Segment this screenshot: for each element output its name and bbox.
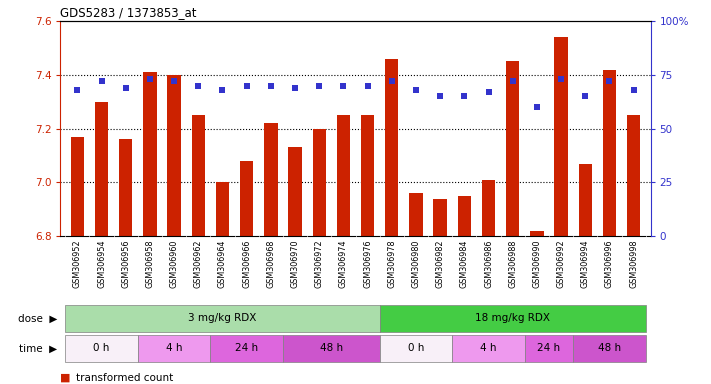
Text: GSM306968: GSM306968 xyxy=(267,240,275,288)
Point xyxy=(531,104,542,110)
Text: 4 h: 4 h xyxy=(480,343,497,353)
Text: GSM306960: GSM306960 xyxy=(170,240,178,288)
Bar xyxy=(380,335,452,362)
Text: 24 h: 24 h xyxy=(538,343,560,353)
Text: 48 h: 48 h xyxy=(598,343,621,353)
Text: 3 mg/kg RDX: 3 mg/kg RDX xyxy=(188,313,257,323)
Bar xyxy=(482,180,495,236)
Bar xyxy=(119,139,132,236)
Bar xyxy=(168,75,181,236)
Bar xyxy=(555,37,567,236)
Bar xyxy=(603,70,616,236)
Text: GSM306992: GSM306992 xyxy=(557,240,565,288)
Text: GSM306976: GSM306976 xyxy=(363,240,372,288)
Text: GSM306994: GSM306994 xyxy=(581,240,589,288)
Point xyxy=(96,78,107,84)
Point xyxy=(338,83,349,89)
Point xyxy=(459,93,470,99)
Point xyxy=(555,76,567,82)
Point xyxy=(386,78,397,84)
Bar xyxy=(216,182,229,236)
Bar xyxy=(144,72,156,236)
Bar xyxy=(452,335,525,362)
Text: GSM306972: GSM306972 xyxy=(315,240,324,288)
Point xyxy=(314,83,325,89)
Bar xyxy=(95,102,108,236)
Text: 18 mg/kg RDX: 18 mg/kg RDX xyxy=(475,313,550,323)
Text: GSM306998: GSM306998 xyxy=(629,240,638,288)
Point xyxy=(72,87,83,93)
Text: GSM306990: GSM306990 xyxy=(533,240,541,288)
Text: GSM306966: GSM306966 xyxy=(242,240,251,288)
Text: GSM306978: GSM306978 xyxy=(387,240,396,288)
Point xyxy=(144,76,156,82)
Bar xyxy=(458,196,471,236)
Text: GSM306988: GSM306988 xyxy=(508,240,517,288)
Point xyxy=(628,87,639,93)
Point xyxy=(362,83,373,89)
Text: GSM306980: GSM306980 xyxy=(412,240,420,288)
Bar xyxy=(361,115,374,236)
Text: GSM306970: GSM306970 xyxy=(291,240,299,288)
Bar xyxy=(380,305,646,332)
Bar xyxy=(579,164,592,236)
Text: GSM306982: GSM306982 xyxy=(436,240,444,288)
Bar xyxy=(240,161,253,236)
Text: GSM306964: GSM306964 xyxy=(218,240,227,288)
Point xyxy=(265,83,277,89)
Point xyxy=(169,78,180,84)
Bar xyxy=(264,123,277,236)
Bar xyxy=(283,335,380,362)
Point xyxy=(217,87,228,93)
Point xyxy=(579,93,591,99)
Text: 4 h: 4 h xyxy=(166,343,182,353)
Text: time  ▶: time ▶ xyxy=(18,343,57,353)
Text: GSM306996: GSM306996 xyxy=(605,240,614,288)
Bar xyxy=(337,115,350,236)
Bar xyxy=(627,115,641,236)
Bar xyxy=(210,335,283,362)
Point xyxy=(193,83,204,89)
Text: transformed count: transformed count xyxy=(76,373,173,383)
Text: GSM306956: GSM306956 xyxy=(122,240,130,288)
Bar xyxy=(410,193,422,236)
Text: 48 h: 48 h xyxy=(320,343,343,353)
Point xyxy=(241,83,252,89)
Text: GSM306974: GSM306974 xyxy=(339,240,348,288)
Bar xyxy=(138,335,210,362)
Bar xyxy=(289,147,301,236)
Text: GSM306984: GSM306984 xyxy=(460,240,469,288)
Point xyxy=(120,85,132,91)
Bar xyxy=(506,61,519,236)
Text: dose  ▶: dose ▶ xyxy=(18,313,57,323)
Text: GDS5283 / 1373853_at: GDS5283 / 1373853_at xyxy=(60,5,197,18)
Bar xyxy=(192,115,205,236)
Text: GSM306986: GSM306986 xyxy=(484,240,493,288)
Text: GSM306952: GSM306952 xyxy=(73,240,82,288)
Bar xyxy=(70,137,84,236)
Point xyxy=(410,87,422,93)
Text: 24 h: 24 h xyxy=(235,343,258,353)
Point xyxy=(604,78,615,84)
Bar xyxy=(573,335,646,362)
Point xyxy=(507,78,518,84)
Bar xyxy=(525,335,573,362)
Point xyxy=(289,85,301,91)
Point xyxy=(483,89,494,95)
Text: ■: ■ xyxy=(60,373,75,383)
Bar xyxy=(385,59,398,236)
Text: GSM306958: GSM306958 xyxy=(146,240,154,288)
Text: GSM306954: GSM306954 xyxy=(97,240,106,288)
Bar xyxy=(530,231,543,236)
Text: 0 h: 0 h xyxy=(93,343,109,353)
Bar xyxy=(434,199,447,236)
Text: 0 h: 0 h xyxy=(408,343,424,353)
Bar xyxy=(65,305,380,332)
Bar xyxy=(313,129,326,236)
Point xyxy=(434,93,446,99)
Bar xyxy=(65,335,138,362)
Text: GSM306962: GSM306962 xyxy=(194,240,203,288)
